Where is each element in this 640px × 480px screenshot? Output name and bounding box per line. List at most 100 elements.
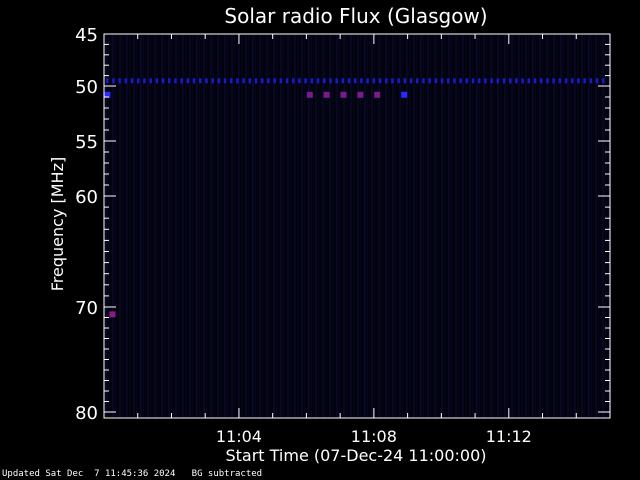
band-segment — [174, 78, 177, 84]
spectral-spot — [104, 91, 111, 98]
band-segment — [465, 78, 469, 84]
band-segment — [354, 78, 357, 84]
band-segment — [106, 78, 109, 84]
band-segment — [595, 78, 599, 84]
band-segment — [490, 78, 493, 84]
band-segment — [279, 78, 283, 84]
x-axis: 11:04 11:08 11:12 — [103, 34, 611, 446]
band-segment — [385, 78, 388, 84]
band-segment — [428, 78, 431, 84]
band-segment — [391, 78, 394, 84]
band-segment — [403, 78, 407, 84]
band-segment — [521, 78, 524, 84]
band-segment — [304, 78, 307, 84]
band-segment — [583, 78, 586, 84]
y-tick-label: 45 — [75, 25, 98, 46]
band-segment — [155, 78, 159, 84]
band-segment — [341, 78, 345, 84]
band-segment — [447, 78, 450, 84]
x-tick-label: 11:12 — [486, 427, 532, 446]
band-segment — [230, 78, 233, 84]
band-segment — [192, 78, 196, 84]
band-segment — [112, 78, 115, 84]
y-axis: 45 50 55 60 70 80 — [75, 25, 610, 424]
x-tick-label: 11:04 — [216, 427, 262, 446]
band-segment — [273, 78, 276, 84]
band-segment — [285, 78, 289, 84]
spectral-spot — [109, 311, 116, 318]
band-segment — [459, 78, 462, 84]
band-segment — [180, 78, 183, 84]
band-segment — [137, 78, 140, 84]
band-segment — [366, 78, 369, 84]
band-segment — [416, 78, 419, 84]
band-segment — [316, 78, 320, 84]
band-segment — [323, 78, 326, 84]
band-segment — [298, 78, 301, 84]
y-tick-label: 70 — [75, 298, 98, 319]
band-segment — [484, 78, 487, 84]
chart-title: Solar radio Flux (Glasgow) — [224, 4, 487, 28]
band-segment — [397, 78, 400, 84]
plot-noise-texture — [104, 34, 610, 418]
footer: Updated Sat Dec 7 11:45:36 2024 BG subtr… — [2, 469, 262, 479]
band-segment — [509, 78, 512, 84]
band-segment — [168, 78, 171, 84]
band-segment — [236, 78, 239, 84]
band-segment — [546, 78, 549, 84]
band-segment — [589, 78, 593, 84]
band-segment — [161, 78, 165, 84]
band-segment — [217, 78, 221, 84]
band-segment — [149, 78, 152, 84]
band-segment — [211, 78, 214, 84]
band-segment — [434, 78, 438, 84]
band-segment — [515, 78, 518, 84]
band-segment — [471, 78, 475, 84]
band-segment — [248, 78, 252, 84]
band-segment — [422, 78, 425, 84]
band-segment — [527, 78, 531, 84]
band-segment — [329, 78, 332, 84]
spectral-spot — [340, 91, 347, 98]
x-axis-label: Start Time (07-Dec-24 11:00:00) — [225, 446, 486, 465]
y-tick-label: 50 — [75, 77, 98, 98]
band-segment — [409, 78, 413, 84]
band-segment — [143, 78, 146, 84]
band-segment — [360, 78, 363, 84]
band-segment — [130, 78, 134, 84]
band-segment — [571, 78, 574, 84]
y-axis-label: Frequency [MHz] — [48, 157, 67, 291]
band-segment — [267, 78, 270, 84]
band-segment — [478, 78, 481, 84]
band-segment — [199, 78, 202, 84]
band-segment — [335, 78, 338, 84]
y-tick-label: 80 — [75, 403, 98, 424]
band-segment — [552, 78, 555, 84]
band-segment — [378, 78, 382, 84]
band-segment — [124, 78, 128, 84]
band-segment — [186, 78, 190, 84]
band-segment — [205, 78, 208, 84]
footer-updated: Updated Sat Dec 7 11:45:36 2024 — [2, 469, 176, 479]
spectral-spot — [306, 91, 313, 98]
footer-note: BG subtracted — [191, 469, 263, 479]
band-segment — [533, 78, 537, 84]
plot-area — [103, 33, 611, 419]
band-segment — [223, 78, 227, 84]
band-segment — [242, 78, 245, 84]
spectral-spot — [401, 91, 408, 98]
band-segment — [372, 78, 376, 84]
band-segment — [310, 78, 314, 84]
band-segment — [118, 78, 121, 84]
band-segment — [254, 78, 258, 84]
band-segment — [558, 78, 562, 84]
band-segment — [602, 78, 605, 84]
plot-frame — [103, 33, 611, 419]
band-segment — [347, 78, 351, 84]
band-segment — [453, 78, 456, 84]
band-segment — [496, 78, 500, 84]
band-segment — [577, 78, 580, 84]
x-tick-label: 11:08 — [351, 427, 397, 446]
band-segment — [502, 78, 506, 84]
